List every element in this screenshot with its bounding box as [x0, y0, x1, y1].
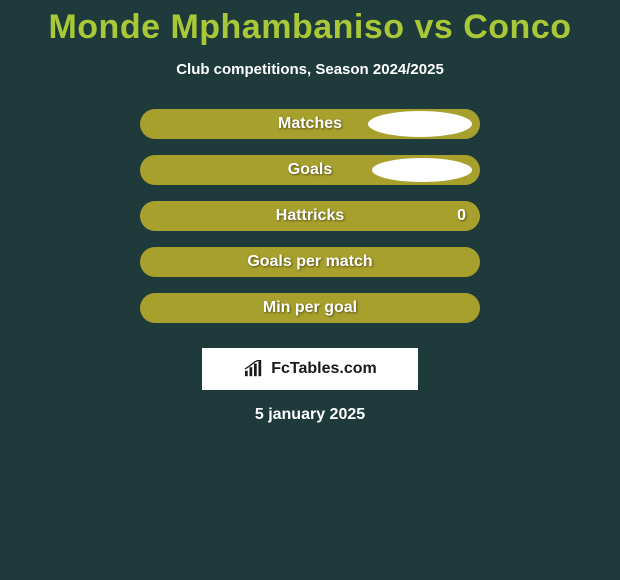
date-text: 5 january 2025 — [255, 406, 365, 424]
right-ellipse — [368, 111, 472, 137]
stat-value: 0 — [457, 207, 466, 225]
stat-bar: Min per goal — [140, 293, 480, 323]
branding-badge[interactable]: FcTables.com — [202, 348, 418, 390]
branding-text: FcTables.com — [271, 360, 377, 378]
comparison-card: Monde Mphambaniso vs Conco Club competit… — [0, 0, 620, 424]
stat-label: Hattricks — [276, 207, 344, 225]
stat-bar: Goals per match — [140, 247, 480, 277]
right-ellipse — [372, 158, 472, 182]
stat-label: Min per goal — [263, 299, 357, 317]
stat-row: Goals0 — [140, 154, 480, 186]
stat-label: Goals per match — [247, 253, 372, 271]
chart-icon — [243, 360, 265, 378]
stat-row: Goals per match — [140, 246, 480, 278]
stat-bar: Hattricks 0 — [140, 201, 480, 231]
stat-label: Goals — [288, 161, 332, 179]
page-title: Monde Mphambaniso vs Conco — [48, 8, 571, 47]
stat-rows: Matches3 Goals0 Hattricks 0 Goals per match M… — [140, 108, 480, 338]
stat-row: Matches3 — [140, 108, 480, 140]
stat-row: Hattricks 0 — [140, 200, 480, 232]
page-subtitle: Club competitions, Season 2024/2025 — [176, 61, 444, 78]
stat-row: Min per goal — [140, 292, 480, 324]
stat-label: Matches — [278, 115, 342, 133]
